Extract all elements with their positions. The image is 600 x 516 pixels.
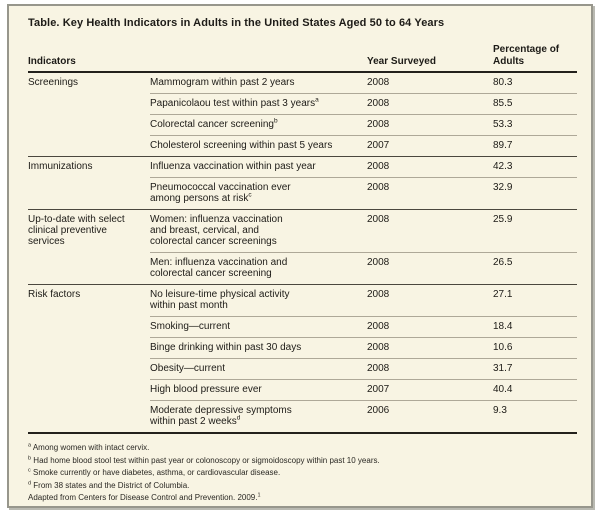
table-row: Men: influenza vaccination and colorecta… bbox=[150, 252, 577, 284]
indicator-cell: High blood pressure ever bbox=[150, 384, 262, 395]
reference-marker: 1 bbox=[257, 492, 261, 499]
footnote: d From 38 states and the District of Col… bbox=[28, 479, 190, 490]
indicator-cell: Women: influenza vaccination and breast,… bbox=[150, 214, 283, 247]
indicator-cell: Influenza vaccination within past year bbox=[150, 161, 316, 172]
indicator-cell: Cholesterol screening within past 5 year… bbox=[150, 140, 333, 151]
footnote-marker: b bbox=[28, 454, 32, 461]
table-row: Papanicolaou test within past 3 yearsa 2… bbox=[150, 93, 577, 114]
footnote-marker: b bbox=[273, 117, 278, 125]
indicator-cell: Men: influenza vaccination and colorecta… bbox=[150, 257, 288, 279]
percentage-cell: 40.4 bbox=[493, 384, 513, 395]
group-screenings: Screenings Mammogram within past 2 years… bbox=[28, 73, 577, 156]
year-cell: 2006 bbox=[367, 405, 390, 416]
indicator-cell: No leisure-time physical activity within… bbox=[150, 289, 290, 311]
table-row: Obesity—current 2008 31.7 bbox=[150, 358, 577, 379]
percentage-cell: 53.3 bbox=[493, 119, 513, 130]
year-cell: 2007 bbox=[367, 384, 390, 395]
percentage-cell: 32.9 bbox=[493, 182, 513, 193]
footnote-marker: a bbox=[315, 96, 319, 104]
percentage-cell: 89.7 bbox=[493, 140, 513, 151]
percentage-cell: 42.3 bbox=[493, 161, 513, 172]
footnote-marker: a bbox=[28, 442, 32, 449]
indicator-cell: Mammogram within past 2 years bbox=[150, 77, 295, 88]
table-row: Mammogram within past 2 years 2008 80.3 bbox=[150, 73, 577, 93]
table-row: Influenza vaccination within past year 2… bbox=[150, 157, 577, 177]
group-risk-factors: Risk factors No leisure-time physical ac… bbox=[28, 284, 577, 432]
year-cell: 2008 bbox=[367, 363, 390, 374]
indicator-cell: Binge drinking within past 30 days bbox=[150, 342, 302, 353]
category-label: Screenings bbox=[28, 77, 79, 88]
group-up-to-date-preventive-services: Up-to-date with select clinical preventi… bbox=[28, 209, 577, 284]
year-cell: 2008 bbox=[367, 289, 390, 300]
source-attribution: Adapted from Centers for Disease Control… bbox=[28, 492, 261, 502]
group-immunizations: Immunizations Influenza vaccination with… bbox=[28, 156, 577, 209]
table-figure: Table. Key Health Indicators in Adults i… bbox=[7, 4, 593, 508]
footnote-marker: d bbox=[236, 414, 241, 422]
percentage-cell: 31.7 bbox=[493, 363, 513, 374]
footnote-marker: c bbox=[248, 191, 252, 199]
table-row: Binge drinking within past 30 days 2008 … bbox=[150, 337, 577, 358]
table-title: Table. Key Health Indicators in Adults i… bbox=[28, 17, 445, 29]
indicator-cell: Colorectal cancer screeningb bbox=[150, 117, 278, 130]
percentage-cell: 9.3 bbox=[493, 405, 507, 416]
footnote: c Smoke currently or have diabetes, asth… bbox=[28, 467, 281, 477]
table-row: Cholesterol screening within past 5 year… bbox=[150, 135, 577, 156]
table-header-row: Indicators Year Surveyed Percentage of A… bbox=[28, 29, 577, 73]
footnote-marker: d bbox=[28, 479, 32, 486]
column-header-indicators: Indicators bbox=[28, 55, 76, 67]
percentage-cell: 27.1 bbox=[493, 289, 513, 300]
year-cell: 2008 bbox=[367, 214, 390, 225]
percentage-cell: 18.4 bbox=[493, 321, 513, 332]
category-label: Up-to-date with select clinical preventi… bbox=[28, 214, 125, 247]
indicator-cell: Obesity—current bbox=[150, 363, 226, 374]
table-row: Colorectal cancer screeningb 2008 53.3 bbox=[150, 114, 577, 135]
category-label: Risk factors bbox=[28, 289, 81, 300]
table-row: No leisure-time physical activity within… bbox=[150, 285, 577, 316]
footnote: a Among women with intact cervix. bbox=[28, 442, 150, 452]
indicator-cell: Pneumococcal vaccination ever among pers… bbox=[150, 182, 291, 204]
percentage-cell: 26.5 bbox=[493, 257, 513, 268]
year-cell: 2008 bbox=[367, 257, 390, 268]
year-cell: 2008 bbox=[367, 77, 390, 88]
category-label: Immunizations bbox=[28, 161, 93, 172]
year-cell: 2008 bbox=[367, 98, 390, 109]
column-header-percentage-of-adults: Percentage of Adults bbox=[493, 44, 560, 67]
table-body: Screenings Mammogram within past 2 years… bbox=[28, 73, 577, 434]
percentage-cell: 85.5 bbox=[493, 98, 513, 109]
year-cell: 2008 bbox=[367, 119, 390, 130]
percentage-cell: 10.6 bbox=[493, 342, 513, 353]
percentage-cell: 80.3 bbox=[493, 77, 513, 88]
footnotes-section: a Among women with intact cervix. b Had … bbox=[28, 434, 577, 505]
table-row: Moderate depressive symptoms within past… bbox=[150, 400, 577, 432]
footnote: b Had home blood stool test within past … bbox=[28, 454, 380, 465]
year-cell: 2008 bbox=[367, 321, 390, 332]
indicator-cell: Papanicolaou test within past 3 yearsa bbox=[150, 96, 319, 109]
year-cell: 2007 bbox=[367, 140, 390, 151]
year-cell: 2008 bbox=[367, 161, 390, 172]
table-row: High blood pressure ever 2007 40.4 bbox=[150, 379, 577, 400]
percentage-cell: 25.9 bbox=[493, 214, 513, 225]
year-cell: 2008 bbox=[367, 342, 390, 353]
indicator-cell: Moderate depressive symptoms within past… bbox=[150, 405, 292, 427]
year-cell: 2008 bbox=[367, 182, 390, 193]
column-header-year-surveyed: Year Surveyed bbox=[367, 55, 436, 67]
footnote-marker: c bbox=[28, 467, 31, 474]
table-row: Pneumococcal vaccination ever among pers… bbox=[150, 177, 577, 209]
table-row: Women: influenza vaccination and breast,… bbox=[150, 210, 577, 252]
table-row: Smoking—current 2008 18.4 bbox=[150, 316, 577, 337]
indicator-cell: Smoking—current bbox=[150, 321, 231, 332]
